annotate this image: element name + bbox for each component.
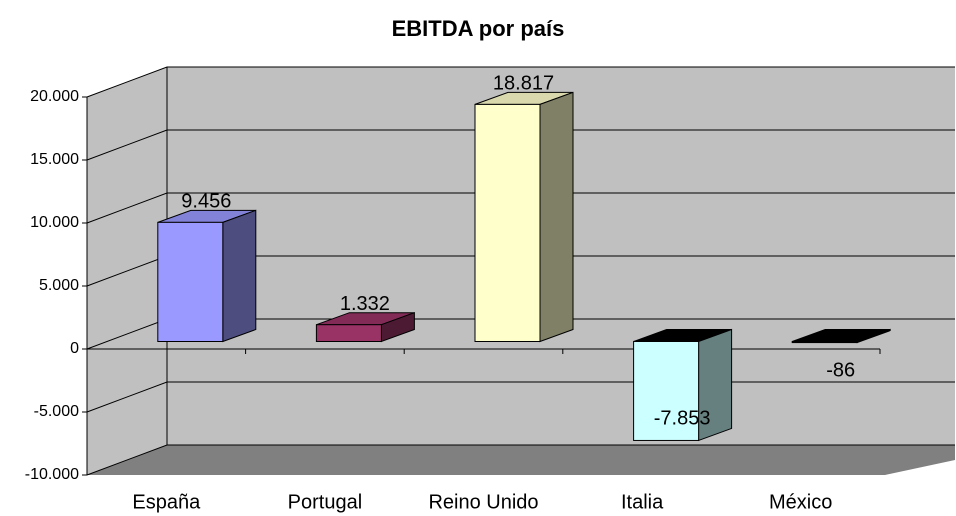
bar [315, 324, 382, 342]
x-tick-label: Italia [621, 491, 664, 513]
y-tick-label: 20.000 [30, 88, 79, 105]
value-label: -7.853 [654, 408, 711, 430]
value-label: -86 [826, 359, 855, 381]
bar [474, 103, 541, 342]
y-tick-label: 10.000 [30, 214, 79, 231]
bar-side [539, 91, 574, 343]
y-tick-label: 5.000 [39, 277, 79, 294]
grid-line [86, 192, 955, 224]
y-tick-label: -5.000 [34, 403, 79, 420]
value-label: 18.817 [493, 73, 554, 95]
value-label: 1.332 [340, 293, 390, 315]
y-tick-label: 0 [70, 340, 79, 357]
bar-side [222, 209, 257, 343]
bar [633, 341, 700, 441]
grid-line [86, 66, 955, 98]
chart-title: EBITDA por país [392, 16, 565, 41]
grid-line [86, 129, 955, 161]
x-tick-label: México [769, 491, 832, 513]
value-label: 9.456 [181, 191, 231, 213]
x-tick-label: España [132, 491, 201, 513]
bar [157, 221, 224, 342]
x-tick-label: Portugal [288, 491, 363, 513]
y-tick-label: 15.000 [30, 151, 79, 168]
x-tick-label: Reino Unido [428, 491, 538, 513]
bar [791, 341, 858, 344]
y-tick-label: -10.000 [25, 466, 79, 483]
grid-line [86, 444, 955, 476]
floor [87, 445, 955, 475]
